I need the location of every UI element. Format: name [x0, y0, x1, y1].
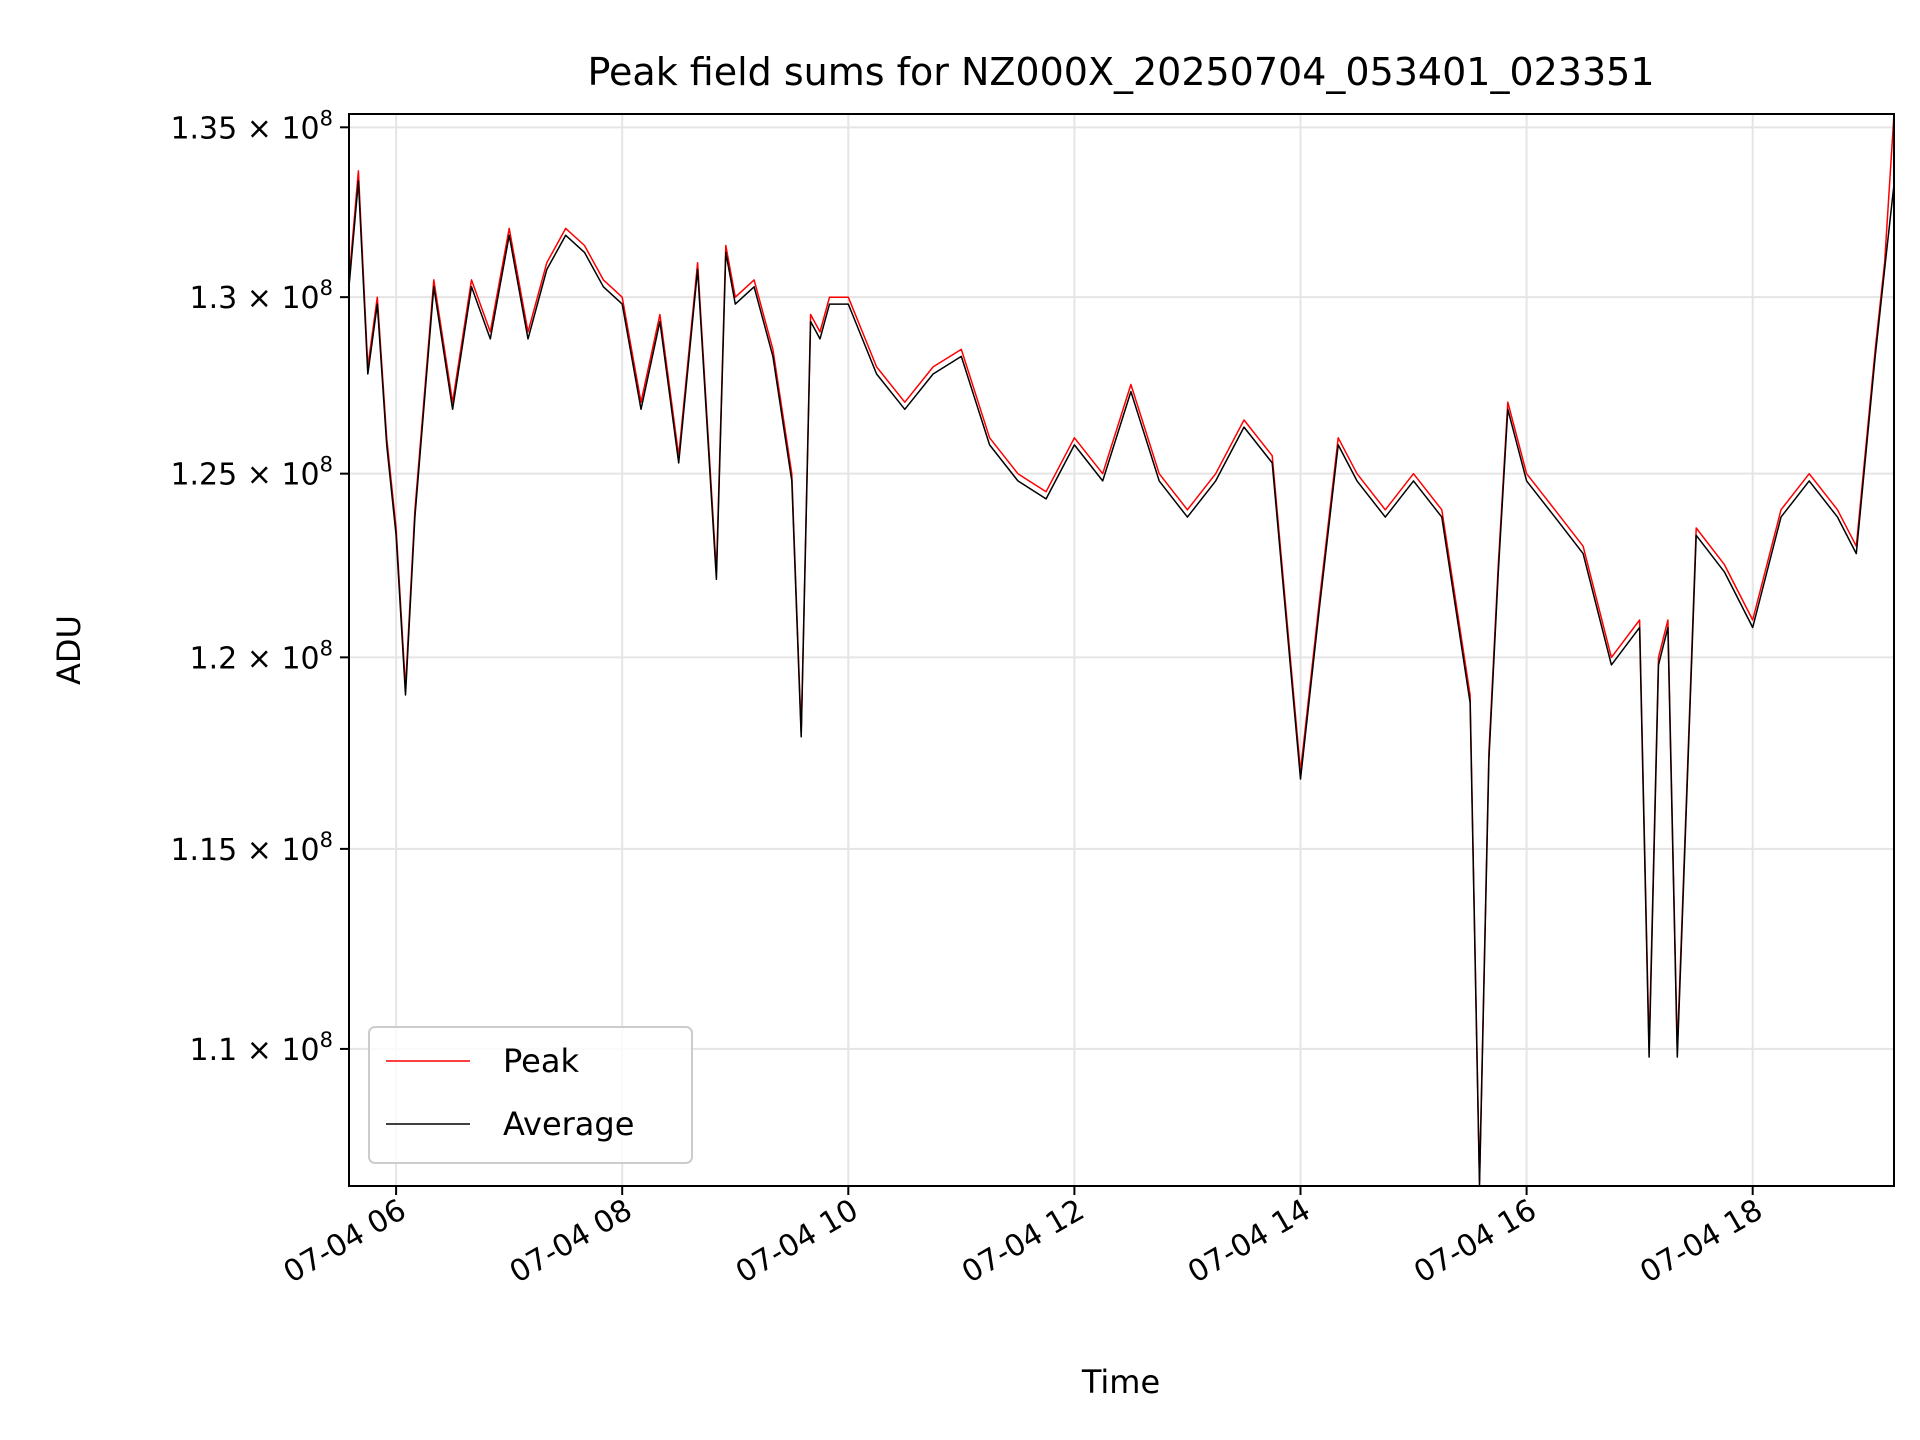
y-tick-label: 1.1 × 108: [190, 1028, 333, 1068]
series-layer: [348, 113, 1895, 1187]
y-axis: 1.1 × 108 1.15 × 108 1.2 × 108 1.25 × 108 1.…: [170, 106, 349, 1068]
legend: Peak Average: [368, 1026, 693, 1164]
y-tick-label: 1.35 × 108: [170, 106, 333, 146]
y-tick-label: 1.15 × 108: [170, 828, 333, 868]
grid: [349, 114, 1894, 1186]
series-line-average: [348, 180, 1895, 1187]
y-tick-label: 1.25 × 108: [170, 453, 333, 493]
y-tick-label: 1.2 × 108: [190, 636, 333, 676]
chart-title: Peak field sums for NZ000X_20250704_0534…: [587, 50, 1654, 94]
x-axis-label: Time: [1081, 1363, 1160, 1401]
plot-frame: [348, 113, 1895, 1187]
legend-label-peak: Peak: [503, 1042, 579, 1080]
legend-label-average: Average: [503, 1105, 634, 1143]
y-tick-label: 1.3 × 108: [190, 276, 333, 316]
y-axis-label: ADU: [50, 615, 88, 685]
